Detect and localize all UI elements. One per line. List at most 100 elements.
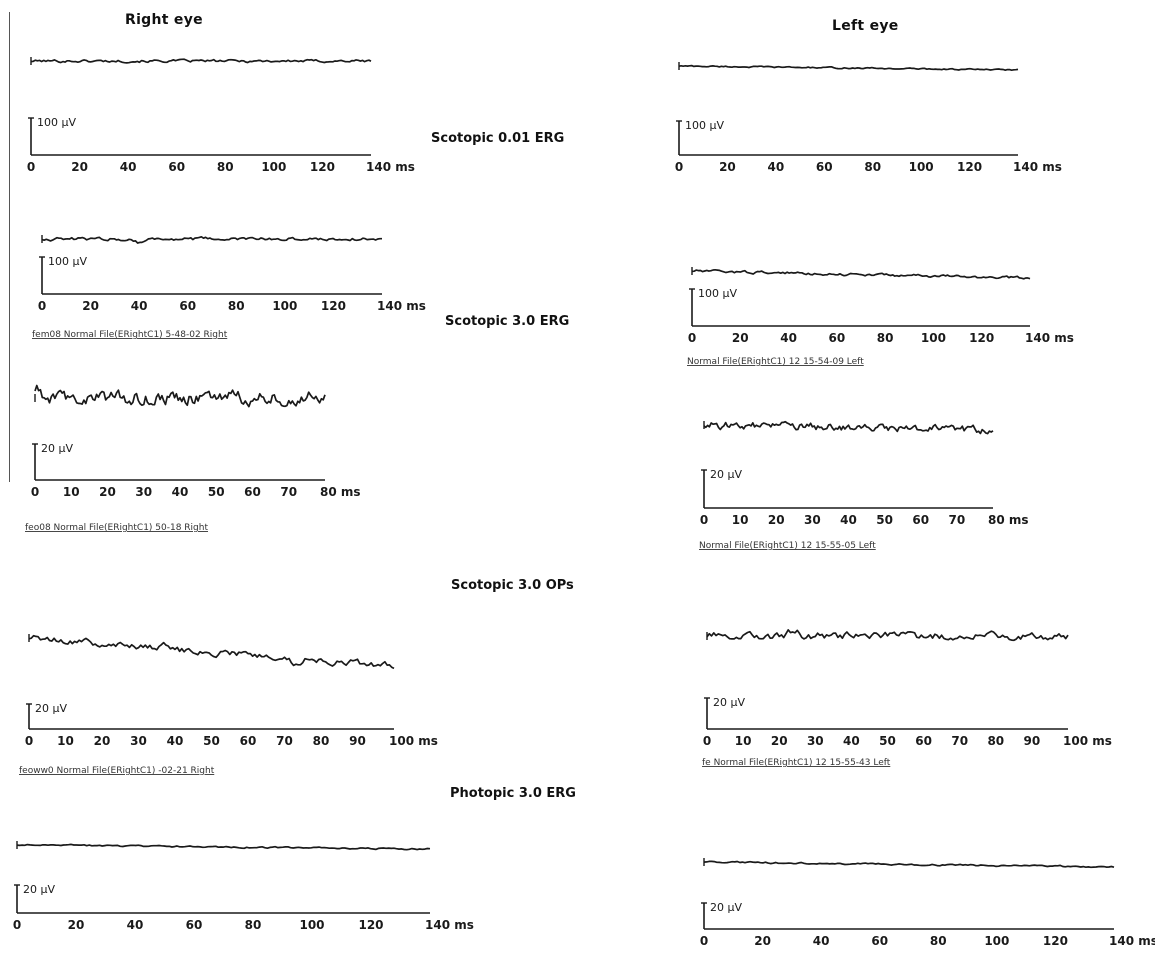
- panel-left-4-tick-label-100: 100: [921, 331, 946, 345]
- panel-left-8-tick-label-90: 90: [1024, 734, 1041, 748]
- panel-left-4-caption: Normal File(ERightC1) 12 15-54-09 Left: [687, 357, 864, 367]
- panel-left-6-tick-label-30: 30: [804, 513, 821, 527]
- panel-left-8-tick-label-50: 50: [879, 734, 896, 748]
- left-margin-rule: [9, 12, 10, 482]
- panel-right-9-tick-label-80: 80: [245, 918, 262, 932]
- panel-left-6-tick-label-40: 40: [840, 513, 857, 527]
- panel-left-8-tick-label-40: 40: [843, 734, 860, 748]
- panel-left-6-scale-label: 20 µV: [710, 468, 742, 481]
- panel-left-2-tick-label-20: 20: [719, 160, 736, 174]
- panel-left-6-caption: Normal File(ERightC1) 12 15-55-05 Left: [699, 541, 876, 551]
- panel-right-3-tick-label-60: 60: [179, 299, 196, 313]
- panel-left-8-tick-label-20: 20: [771, 734, 788, 748]
- panel-right-7-tick-label-80: 80: [313, 734, 330, 748]
- panel-left-4-tick-label-140: 140 ms: [1025, 331, 1074, 345]
- panel-right-3-tick-label-120: 120: [321, 299, 346, 313]
- panel-right-7-tick-label-30: 30: [130, 734, 147, 748]
- panel-right-1-tick-label-80: 80: [217, 160, 234, 174]
- panel-right-7-tick-label-50: 50: [203, 734, 220, 748]
- panel-right-1-tick-label-0: 0: [27, 160, 35, 174]
- panel-left-2-trace: [678, 64, 1019, 72]
- panel-left-8-trace: [706, 629, 1069, 642]
- panel-right-5-tick-label-50: 50: [208, 485, 225, 499]
- panel-right-3-tick-label-100: 100: [272, 299, 297, 313]
- panel-left-2-tick-label-80: 80: [864, 160, 881, 174]
- panel-left-2-tick-label-140: 140 ms: [1013, 160, 1062, 174]
- panel-left-2-tick-label-0: 0: [675, 160, 683, 174]
- panel-left-6-trace: [703, 420, 994, 435]
- panel-right-1-tick-label-100: 100: [261, 160, 286, 174]
- panel-left-6-tick-label-10: 10: [732, 513, 749, 527]
- panel-right-9-tick-label-60: 60: [186, 918, 203, 932]
- condition-label-scotopic-30-erg: Scotopic 3.0 ERG: [445, 314, 570, 329]
- panel-right-9-tick-label-0: 0: [13, 918, 21, 932]
- panel-right-5-tick-label-20: 20: [99, 485, 116, 499]
- panel-right-1-tick-label-60: 60: [168, 160, 185, 174]
- panel-left-6-tick-label-70: 70: [949, 513, 966, 527]
- panel-right-7-tick-label-70: 70: [276, 734, 293, 748]
- right-eye-header: Right eye: [125, 12, 203, 28]
- panel-left-4-tick-label-80: 80: [877, 331, 894, 345]
- panel-left-10-tick-label-0: 0: [700, 934, 708, 948]
- panel-right-5-scale-label: 20 µV: [41, 442, 73, 455]
- panel-right-3-caption: fem08 Normal File(ERightC1) 5-48-02 Righ…: [32, 330, 228, 340]
- panel-left-6-tick-label-80: 80 ms: [988, 513, 1029, 527]
- panel-right-7-tick-label-20: 20: [94, 734, 111, 748]
- panel-right-7-tick-label-100: 100 ms: [389, 734, 438, 748]
- panel-right-5-tick-label-40: 40: [172, 485, 189, 499]
- panel-left-8-tick-label-80: 80: [987, 734, 1004, 748]
- condition-label-photopic-30-erg: Photopic 3.0 ERG: [450, 786, 576, 801]
- panel-left-10-trace: [703, 860, 1115, 869]
- panel-left-6-tick-label-0: 0: [700, 513, 708, 527]
- panel-left-2-scale-label: 100 µV: [685, 119, 724, 132]
- panel-right-7-tick-label-60: 60: [240, 734, 257, 748]
- panel-right-5-tick-label-70: 70: [280, 485, 297, 499]
- panel-right-9-tick-label-140: 140 ms: [425, 918, 474, 932]
- panel-left-4-tick-label-120: 120: [969, 331, 994, 345]
- panel-left-10-scale-label: 20 µV: [710, 901, 742, 914]
- left-eye-header: Left eye: [832, 18, 899, 34]
- panel-right-3-tick-label-40: 40: [131, 299, 148, 313]
- panel-right-7-trace: [28, 634, 395, 670]
- condition-label-scotopic-30-ops: Scotopic 3.0 OPs: [451, 578, 574, 593]
- panel-right-5-tick-label-10: 10: [63, 485, 80, 499]
- panel-left-8-caption: fe Normal File(ERightC1) 12 15-55-43 Lef…: [702, 758, 891, 768]
- panel-left-4-tick-label-40: 40: [780, 331, 797, 345]
- panel-left-4-trace: [691, 268, 1031, 280]
- panel-right-3-scale-label: 100 µV: [48, 255, 87, 268]
- panel-right-9-tick-label-20: 20: [68, 918, 85, 932]
- panel-right-5-caption: feo08 Normal File(ERightC1) 50-18 Right: [25, 523, 208, 533]
- panel-right-9-tick-label-100: 100: [299, 918, 324, 932]
- panel-left-6-tick-label-50: 50: [876, 513, 893, 527]
- panel-left-10-tick-label-140: 140 ms: [1109, 934, 1155, 948]
- panel-left-10-tick-label-100: 100: [984, 934, 1009, 948]
- panel-right-3-tick-label-20: 20: [82, 299, 99, 313]
- panel-right-9-tick-label-120: 120: [358, 918, 383, 932]
- panel-left-4-tick-label-0: 0: [688, 331, 696, 345]
- panel-left-8-tick-label-10: 10: [735, 734, 752, 748]
- panel-right-5-tick-label-80: 80 ms: [320, 485, 361, 499]
- panel-right-1-tick-label-20: 20: [71, 160, 88, 174]
- panel-right-5-tick-label-60: 60: [244, 485, 261, 499]
- panel-left-8-tick-label-30: 30: [807, 734, 824, 748]
- panel-left-2-tick-label-60: 60: [816, 160, 833, 174]
- panel-left-2-tick-label-100: 100: [909, 160, 934, 174]
- panel-left-2-tick-label-120: 120: [957, 160, 982, 174]
- panel-left-8-tick-label-60: 60: [915, 734, 932, 748]
- panel-right-9-trace: [16, 843, 431, 851]
- panel-right-5-tick-label-30: 30: [135, 485, 152, 499]
- panel-right-5-trace: [34, 384, 326, 408]
- panel-left-10-tick-label-40: 40: [813, 934, 830, 948]
- panel-left-10-tick-label-60: 60: [871, 934, 888, 948]
- panel-right-3-trace: [41, 235, 382, 244]
- panel-left-10-tick-label-80: 80: [930, 934, 947, 948]
- panel-right-7-tick-label-40: 40: [167, 734, 184, 748]
- panel-left-2-tick-label-40: 40: [768, 160, 785, 174]
- panel-left-10-tick-label-20: 20: [754, 934, 771, 948]
- panel-left-8-tick-label-0: 0: [703, 734, 711, 748]
- panel-right-7-scale-label: 20 µV: [35, 702, 67, 715]
- panel-left-6-tick-label-60: 60: [912, 513, 929, 527]
- panel-right-7-caption: feoww0 Normal File(ERightC1) -02-21 Righ…: [19, 766, 215, 776]
